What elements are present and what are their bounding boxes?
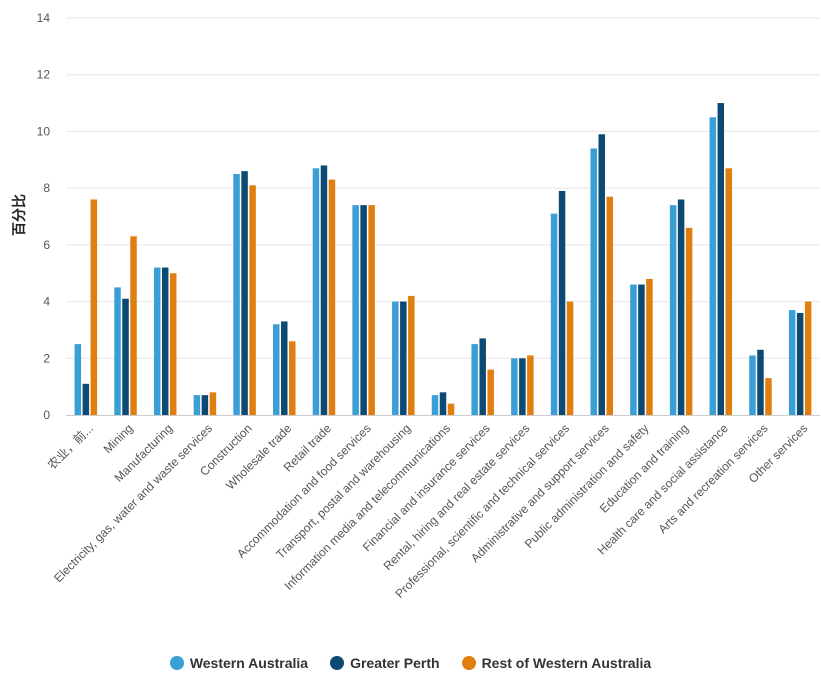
- bar-western-australia[interactable]: [114, 287, 121, 415]
- bar-rest-of-western-australia[interactable]: [249, 185, 256, 415]
- bar-western-australia[interactable]: [471, 344, 478, 415]
- y-tick-label: 10: [37, 124, 51, 138]
- x-tick-label: 农业，前...: [44, 421, 96, 473]
- bar-western-australia[interactable]: [74, 344, 82, 415]
- x-tick-label: Rental, hiring and real estate services: [381, 421, 533, 573]
- bar-rest-of-western-australia[interactable]: [487, 369, 494, 415]
- bar-greater-perth[interactable]: [558, 190, 566, 415]
- bar-rest-of-western-australia[interactable]: [408, 295, 415, 415]
- bar-rest-of-western-australia[interactable]: [90, 199, 98, 415]
- y-tick-label: 14: [37, 11, 51, 25]
- bar-greater-perth[interactable]: [677, 199, 685, 415]
- bar-rest-of-western-australia[interactable]: [566, 301, 574, 415]
- bar-western-australia[interactable]: [511, 358, 518, 415]
- bar-rest-of-western-australia[interactable]: [447, 403, 455, 415]
- bar-greater-perth[interactable]: [320, 165, 328, 415]
- bar-greater-perth[interactable]: [519, 358, 526, 415]
- bar-rest-of-western-australia[interactable]: [209, 392, 217, 415]
- legend-label: Rest of Western Australia: [481, 655, 652, 671]
- bar-western-australia[interactable]: [590, 148, 597, 415]
- bar-rest-of-western-australia[interactable]: [725, 168, 733, 415]
- gridlines: [66, 17, 820, 359]
- bar-greater-perth[interactable]: [360, 205, 367, 415]
- y-tick-label: 12: [37, 68, 51, 82]
- legend-swatch-western-australia: [169, 656, 184, 670]
- legend: Western Australia Greater Perth Rest of …: [0, 650, 821, 676]
- legend-swatch-greater-perth: [330, 656, 345, 670]
- bar-greater-perth[interactable]: [400, 301, 407, 415]
- bar-rest-of-western-australia[interactable]: [328, 179, 336, 415]
- bar-greater-perth[interactable]: [439, 392, 447, 415]
- bar-western-australia[interactable]: [233, 173, 240, 415]
- bar-greater-perth[interactable]: [241, 171, 248, 415]
- bar-rest-of-western-australia[interactable]: [527, 355, 534, 415]
- bar-western-australia[interactable]: [749, 355, 756, 415]
- legend-item-western-australia[interactable]: Western Australia: [169, 655, 309, 671]
- bar-rest-of-western-australia[interactable]: [685, 227, 693, 415]
- bar-greater-perth[interactable]: [161, 267, 169, 415]
- bar-greater-perth[interactable]: [638, 284, 645, 415]
- bar-rest-of-western-australia[interactable]: [368, 205, 375, 415]
- bar-western-australia[interactable]: [193, 395, 201, 415]
- y-axis-ticks: 0 2 4 6 8 10 12 14: [37, 11, 51, 422]
- legend-label: Greater Perth: [350, 655, 440, 671]
- bar-western-australia[interactable]: [273, 324, 280, 415]
- bar-greater-perth[interactable]: [598, 134, 605, 415]
- y-tick-label: 6: [43, 238, 50, 252]
- bar-western-australia[interactable]: [550, 213, 558, 415]
- legend-label: Western Australia: [189, 655, 309, 671]
- y-axis-title: 百分比: [11, 194, 28, 236]
- bar-greater-perth[interactable]: [201, 395, 209, 415]
- bar-greater-perth[interactable]: [82, 383, 90, 415]
- bar-rest-of-western-australia[interactable]: [130, 236, 137, 415]
- bar-greater-perth[interactable]: [281, 321, 288, 415]
- bar-greater-perth[interactable]: [757, 349, 764, 415]
- bar-greater-perth[interactable]: [717, 103, 725, 416]
- bar-greater-perth[interactable]: [479, 338, 486, 415]
- bar-rest-of-western-australia[interactable]: [606, 196, 613, 415]
- bar-rest-of-western-australia[interactable]: [289, 341, 296, 415]
- bars: [74, 103, 812, 416]
- bar-western-australia[interactable]: [630, 284, 637, 415]
- bar-rest-of-western-australia[interactable]: [804, 301, 812, 415]
- legend-item-greater-perth[interactable]: Greater Perth: [330, 655, 440, 671]
- y-tick-label: 2: [43, 351, 50, 365]
- bar-rest-of-western-australia[interactable]: [646, 278, 653, 415]
- bar-western-australia[interactable]: [788, 310, 796, 415]
- bar-western-australia[interactable]: [392, 301, 399, 415]
- bar-rest-of-western-australia[interactable]: [169, 273, 177, 415]
- legend-swatch-rest-of-western-australia: [461, 656, 476, 670]
- y-tick-label: 0: [43, 408, 50, 422]
- bar-greater-perth[interactable]: [796, 312, 804, 415]
- x-tick-label: Mining: [101, 421, 136, 456]
- bar-rest-of-western-australia[interactable]: [765, 378, 772, 415]
- bar-western-australia[interactable]: [153, 267, 161, 415]
- y-tick-label: 4: [43, 295, 50, 309]
- bar-western-australia[interactable]: [312, 168, 320, 415]
- bar-greater-perth[interactable]: [122, 298, 129, 415]
- y-tick-label: 8: [43, 181, 50, 195]
- legend-item-rest-of-western-australia[interactable]: Rest of Western Australia: [461, 655, 652, 671]
- bar-western-australia[interactable]: [709, 117, 717, 415]
- bar-western-australia[interactable]: [431, 395, 439, 415]
- bar-western-australia[interactable]: [669, 205, 677, 415]
- bar-western-australia[interactable]: [352, 205, 359, 415]
